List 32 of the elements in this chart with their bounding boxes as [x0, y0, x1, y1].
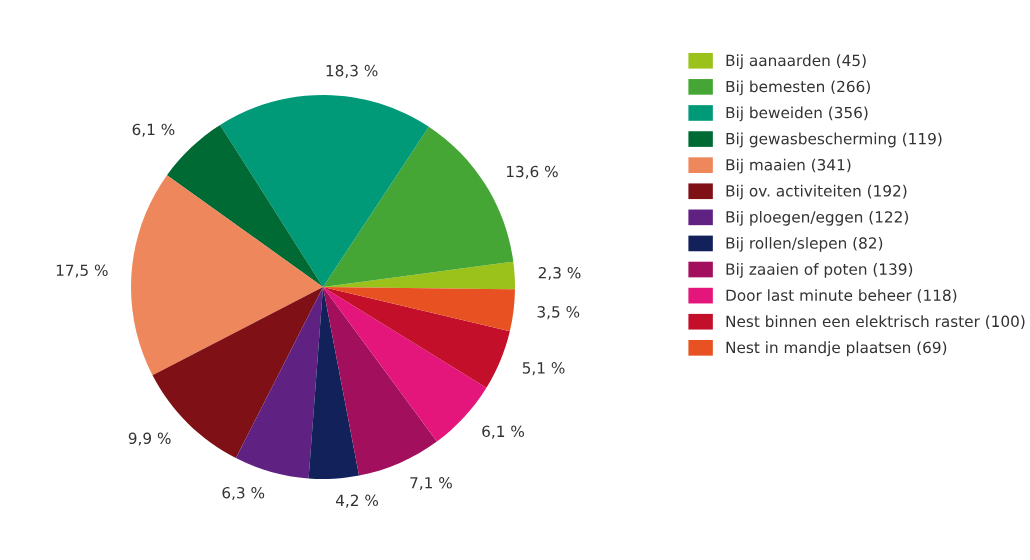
data-label: 6,3 % — [222, 486, 265, 501]
pie-slice — [131, 175, 323, 376]
data-label: 6,1 % — [132, 123, 175, 137]
legend-label: Door last minute beheer (118) — [726, 289, 957, 303]
legend-label: Bij aanaarden (45) — [726, 54, 866, 70]
pie-slice — [323, 287, 510, 388]
pie-slice — [323, 287, 515, 332]
legend-label: Bij zaaien of poten (139) — [726, 263, 913, 278]
legend-label: Nest in mandje plaatsen (69) — [726, 341, 947, 357]
legend-label: Bij bemesten (266) — [726, 80, 870, 96]
legend-label: Bij beweiden (356) — [726, 106, 868, 122]
data-label: 3,5 % — [537, 306, 580, 320]
data-label: 5,1 % — [522, 362, 565, 376]
data-label: 9,9 % — [128, 432, 171, 446]
data-label: 17,5 % — [56, 264, 108, 278]
pie-slice — [323, 287, 437, 476]
data-label: 2,3 % — [538, 266, 581, 281]
data-label: 18,3 % — [326, 64, 378, 78]
pie-slice — [308, 287, 360, 479]
legend-label: Nest binnen een elektrisch raster (100) — [726, 315, 1025, 329]
pie-slice — [220, 95, 429, 287]
legend-label: Bij ploegen/eggen (122) — [726, 210, 909, 226]
legend-label: Bij gewasbescherming (119) — [726, 132, 942, 148]
data-label: 6,1 % — [482, 425, 525, 439]
data-label: 4,2 % — [335, 494, 379, 508]
data-label: 7,1 % — [410, 476, 452, 491]
legend-label: Bij maaien (341) — [726, 158, 851, 174]
data-label: 13,6 % — [506, 165, 558, 179]
legend-label: Bij ov. activiteiten (192) — [726, 184, 907, 200]
legend-label: Bij rollen/slepen (82) — [726, 236, 883, 252]
pie-slice — [235, 287, 323, 479]
pie-slice — [152, 287, 323, 459]
